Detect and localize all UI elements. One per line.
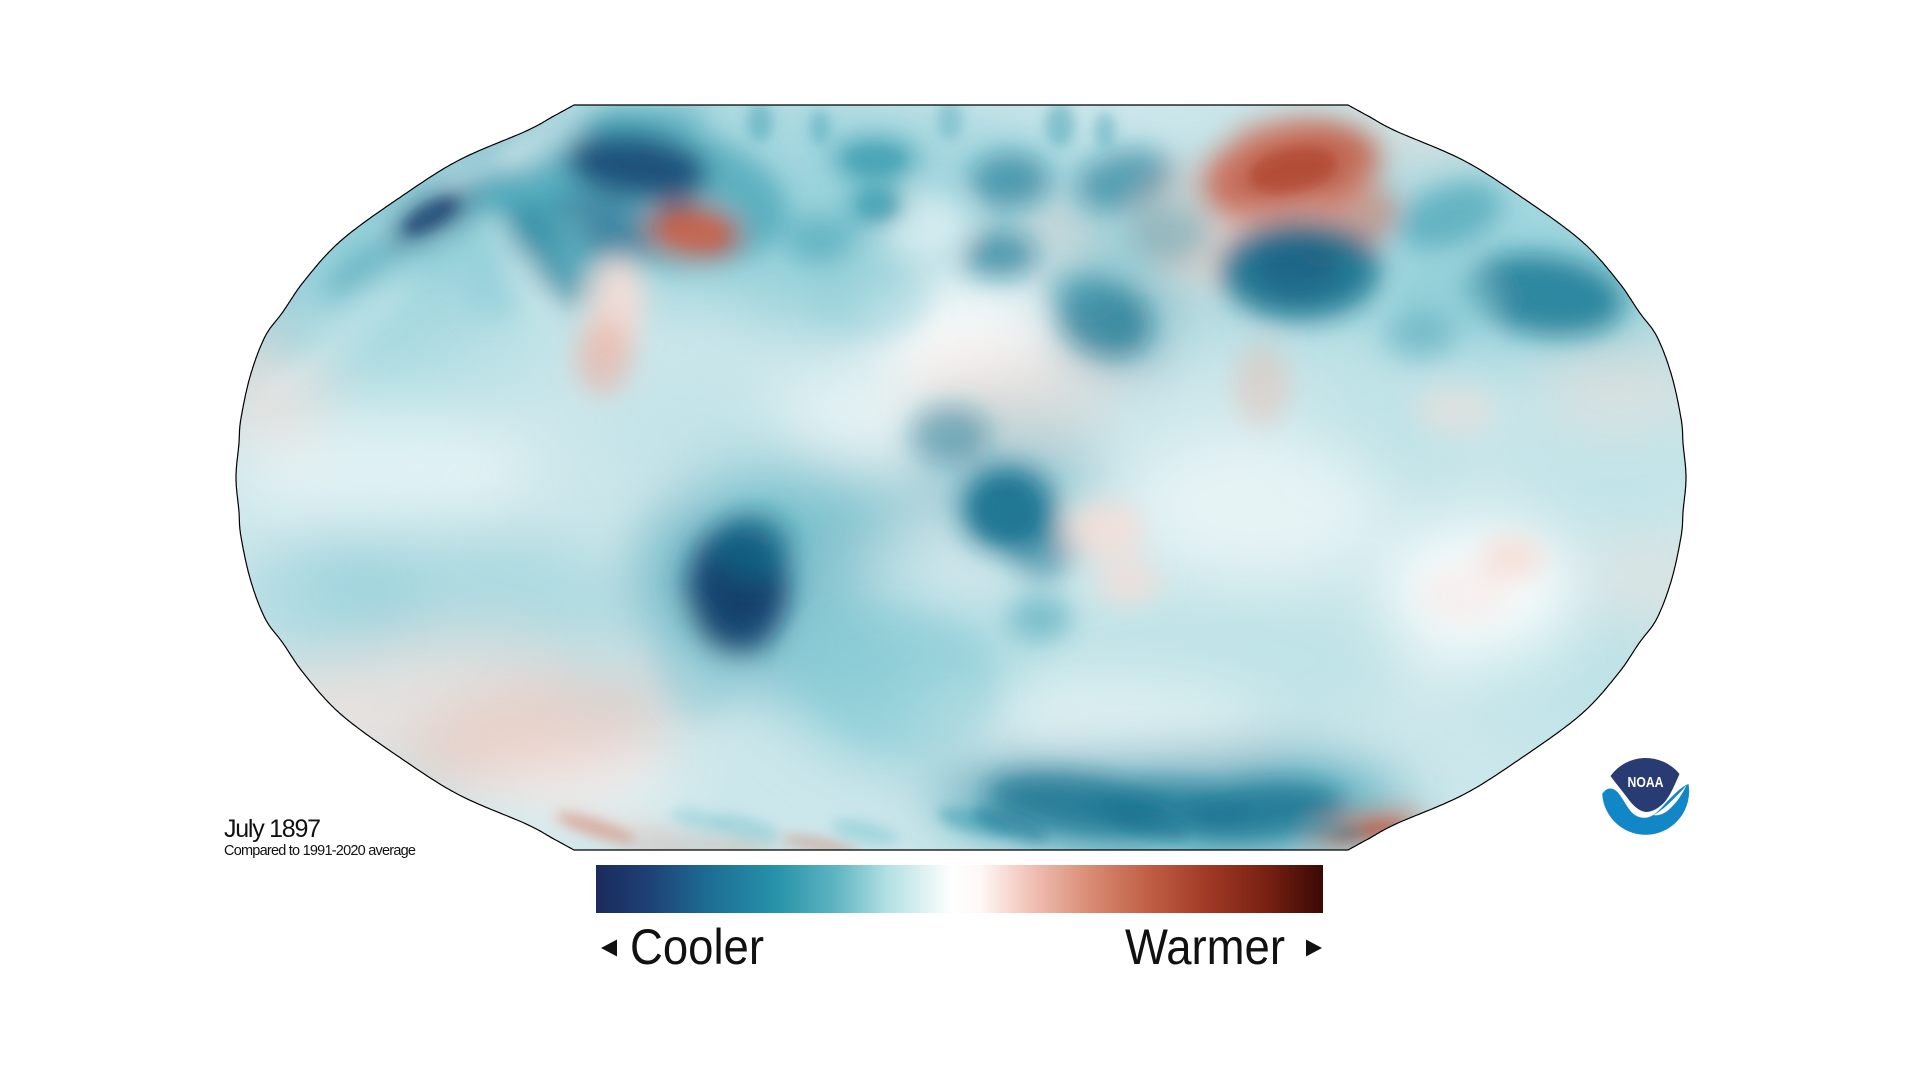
svg-text:Warmer: Warmer [1125, 919, 1285, 975]
svg-text:NOAA: NOAA [1628, 774, 1664, 791]
svg-text:Cooler: Cooler [630, 919, 764, 975]
svg-text:July 1897: July 1897 [224, 815, 321, 843]
svg-text:Compared to 1991-2020 average: Compared to 1991-2020 average [224, 843, 416, 859]
